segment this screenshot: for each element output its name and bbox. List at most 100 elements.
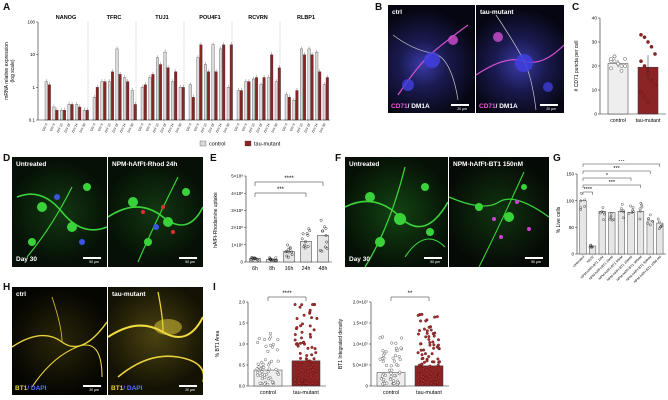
point-g [649, 223, 652, 227]
point-i [298, 341, 302, 345]
point-i [267, 363, 271, 367]
x-label-g-0: Untreated [572, 255, 585, 268]
sig-bracket-e-1 [254, 181, 324, 186]
legend-swatch-mutant [244, 140, 252, 147]
day-label-a: DIV 6 [49, 123, 56, 132]
point-i [419, 342, 423, 346]
point-i [276, 338, 280, 342]
point-g [589, 244, 592, 247]
point-i [293, 338, 297, 342]
day-label-a: DIV 0 [137, 123, 144, 132]
bar-g-8 [656, 222, 664, 255]
point-e [288, 247, 292, 251]
bar-a-nanog [52, 106, 56, 121]
point-i [389, 377, 393, 381]
point-c [642, 64, 647, 68]
scalebar-b-right [540, 104, 558, 106]
point-c [616, 61, 620, 66]
point-i [266, 382, 270, 386]
day-label-a: DIV 6 [289, 123, 296, 132]
point-i [429, 328, 433, 332]
point-g [608, 218, 611, 221]
bar-e-6h [249, 258, 261, 263]
point-i [420, 312, 424, 316]
point-i [394, 354, 398, 358]
tick-label-e: 0 [241, 260, 244, 265]
point-i [312, 328, 316, 332]
point-g [640, 203, 644, 207]
day-label-a: DIV 6 [145, 123, 152, 132]
scale-text-f-left: 50 µm [430, 260, 440, 264]
point-i [308, 359, 312, 363]
point-i [263, 358, 267, 362]
stain-label-b-right: CD71/ DM1A [479, 103, 518, 110]
day-label-a: DIV 24 [119, 123, 127, 134]
micrograph-f-untreated: Untreated Day 30 50 µm [345, 157, 448, 267]
day-label-a: DIV 18 [63, 123, 71, 134]
bar-a-rlbp1 [300, 48, 303, 121]
point-i [309, 335, 313, 339]
point-i [384, 350, 388, 354]
point-e [274, 258, 278, 262]
bar-a-tfrc [103, 81, 107, 121]
tick-label-e: 5×10⁸ [231, 174, 243, 179]
bar-g-1 [589, 245, 597, 255]
sig-bracket-g [582, 163, 661, 167]
point-g [620, 203, 624, 206]
scalebar-f-right [525, 257, 543, 259]
point-e [303, 246, 307, 250]
micrograph-b-mutant: tau-mutant CD71/ DM1A 20 µm [476, 5, 564, 113]
tick-label-i-left: 0.0 [239, 384, 246, 389]
legend-label-mutant: tau-mutant [254, 142, 281, 148]
x-label-i-right-control: control [383, 390, 399, 396]
point-g [611, 218, 614, 222]
point-i [432, 334, 436, 338]
legend-label-control: control [209, 142, 226, 148]
bar-a-rlbp1 [295, 90, 299, 121]
point-i [420, 353, 424, 357]
point-i [266, 349, 270, 353]
tick-label-i-left: 2.0 [239, 300, 246, 305]
sig-bracket-g [582, 184, 641, 188]
panel-letter-d: D [3, 153, 11, 164]
micrograph-h-ctrl: ctrl BT1/ DAPI 20 µm [12, 287, 107, 395]
point-i [433, 377, 437, 381]
point-e [290, 250, 294, 254]
bar-a-tfrc [108, 81, 111, 121]
point-i [261, 362, 265, 366]
point-i [258, 381, 262, 385]
tick-label-e: 3×10⁸ [231, 208, 243, 213]
point-i [398, 358, 402, 362]
point-i [419, 319, 423, 323]
point-i [276, 359, 280, 363]
sig-label-i-left: **** [282, 291, 292, 297]
point-g [622, 216, 625, 220]
bar-a-nanog [82, 110, 86, 121]
sig-bracket-g [582, 191, 593, 195]
scale-text-b-right: 20 µm [546, 107, 556, 111]
point-i [437, 346, 441, 350]
label-d-day: Day 30 [16, 256, 37, 263]
label-h-ctrl: ctrl [16, 291, 27, 298]
point-i [430, 352, 434, 356]
bar-e-16h [283, 251, 295, 263]
bar-a-rcvrn [277, 67, 281, 121]
point-i [257, 365, 261, 369]
gene-label-nanog: NANOG [56, 15, 76, 21]
point-i [431, 332, 435, 336]
point-i [424, 352, 427, 356]
point-i [381, 359, 385, 363]
panel-letter-a: A [3, 2, 11, 13]
sig-bracket-e-2 [254, 192, 307, 197]
point-i [299, 356, 303, 360]
day-label-a: DIV 0 [281, 123, 288, 132]
point-i [310, 345, 314, 349]
point-i [422, 348, 426, 352]
point-c [619, 69, 624, 73]
bar-c-control [607, 63, 629, 115]
point-g [657, 220, 661, 224]
point-g [601, 206, 605, 209]
point-i [380, 374, 384, 378]
point-g [646, 222, 650, 225]
